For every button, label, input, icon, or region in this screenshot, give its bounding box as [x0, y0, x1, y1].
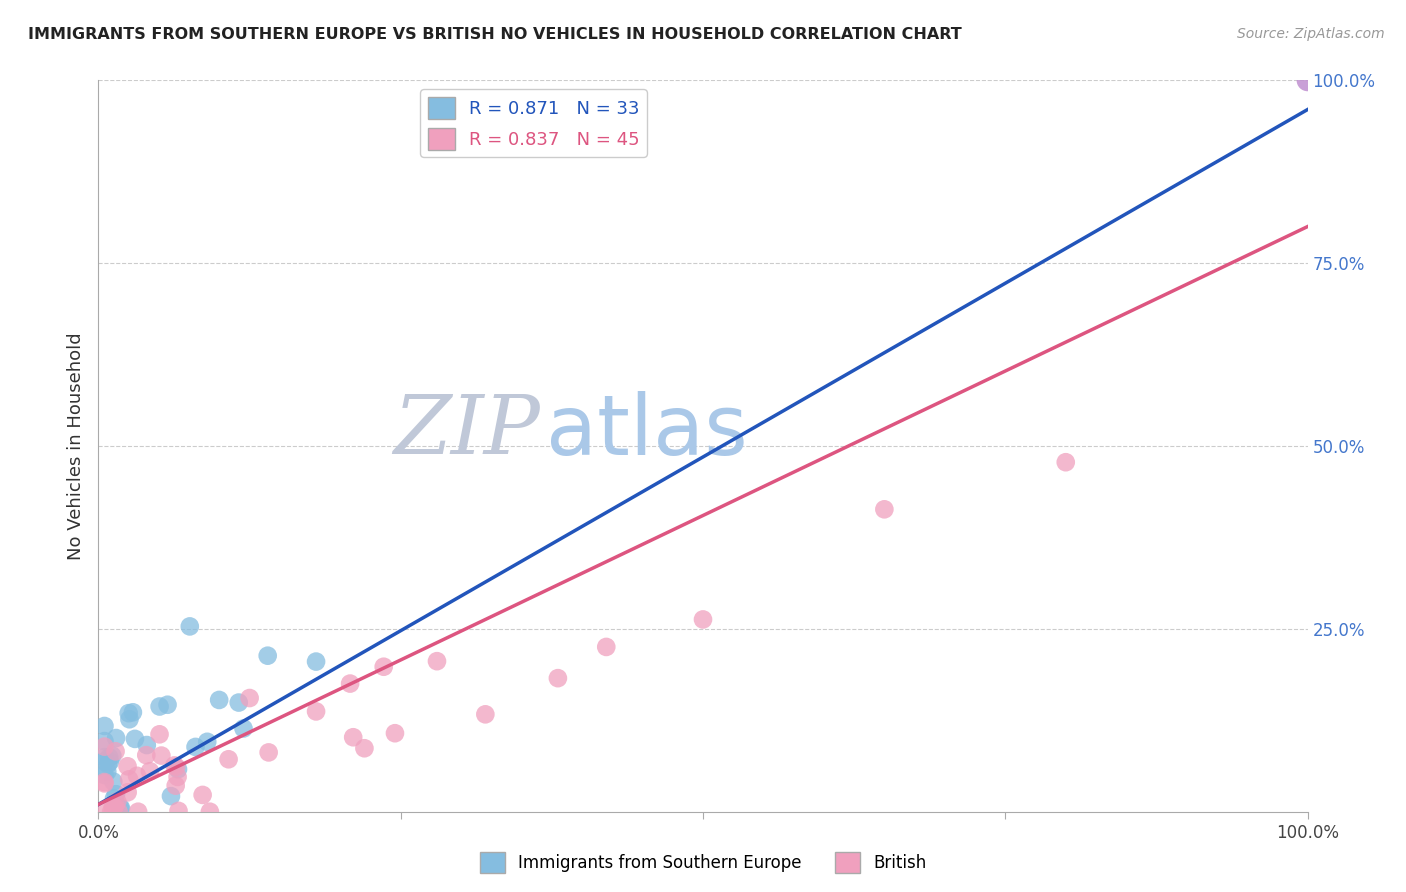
Point: [198, 805, 221, 819]
Point: [104, 798, 127, 813]
Point: [98, 755, 121, 769]
Point: [110, 801, 132, 815]
Point: [105, 731, 128, 745]
Text: atlas: atlas: [546, 391, 748, 472]
Point: [93, 776, 115, 790]
Point: [93, 750, 115, 764]
Point: [100, 805, 122, 819]
Point: [107, 805, 129, 819]
Point: [160, 789, 183, 804]
Point: [108, 801, 131, 815]
Point: [167, 804, 190, 818]
Point: [208, 693, 231, 707]
Point: [239, 691, 262, 706]
Point: [256, 648, 278, 663]
Point: [148, 727, 170, 741]
Point: [165, 779, 187, 793]
Point: [166, 770, 188, 784]
Point: [179, 619, 201, 633]
Point: [474, 707, 496, 722]
Point: [373, 659, 395, 673]
Point: [228, 696, 250, 710]
Point: [127, 805, 149, 819]
Point: [93, 775, 115, 789]
Point: [339, 676, 361, 690]
Point: [93, 768, 115, 782]
Point: [595, 640, 617, 654]
Point: [156, 698, 179, 712]
Point: [101, 805, 124, 819]
Legend: R = 0.871   N = 33, R = 0.837   N = 45: R = 0.871 N = 33, R = 0.837 N = 45: [420, 89, 647, 157]
Legend: Immigrants from Southern Europe, British: Immigrants from Southern Europe, British: [472, 846, 934, 880]
Point: [104, 787, 127, 801]
Point: [384, 726, 406, 740]
Point: [353, 741, 375, 756]
Point: [305, 655, 328, 669]
Point: [149, 699, 172, 714]
Point: [98, 750, 121, 764]
Y-axis label: No Vehicles in Household: No Vehicles in Household: [66, 332, 84, 560]
Point: [103, 774, 125, 789]
Point: [101, 799, 124, 814]
Point: [104, 744, 127, 758]
Point: [167, 762, 190, 776]
Point: [165, 760, 187, 774]
Point: [118, 706, 141, 720]
Point: [122, 706, 145, 720]
Point: [1054, 455, 1077, 469]
Text: IMMIGRANTS FROM SOUTHERN EUROPE VS BRITISH NO VEHICLES IN HOUSEHOLD CORRELATION : IMMIGRANTS FROM SOUTHERN EUROPE VS BRITI…: [28, 27, 962, 42]
Point: [103, 799, 125, 814]
Point: [103, 791, 125, 805]
Point: [117, 759, 139, 773]
Point: [342, 731, 364, 745]
Text: ZIP: ZIP: [392, 392, 540, 471]
Point: [195, 735, 218, 749]
Point: [118, 712, 141, 726]
Point: [232, 722, 254, 736]
Point: [135, 738, 157, 752]
Point: [139, 764, 162, 779]
Point: [124, 731, 146, 746]
Point: [125, 769, 148, 783]
Point: [163, 758, 186, 772]
Text: Source: ZipAtlas.com: Source: ZipAtlas.com: [1237, 27, 1385, 41]
Point: [547, 671, 569, 685]
Point: [93, 734, 115, 748]
Point: [105, 795, 128, 809]
Point: [118, 772, 141, 787]
Point: [1296, 73, 1319, 87]
Point: [257, 746, 280, 760]
Point: [184, 739, 207, 754]
Point: [96, 764, 118, 779]
Point: [150, 748, 173, 763]
Point: [692, 612, 714, 626]
Point: [305, 705, 328, 719]
Point: [135, 748, 157, 763]
Point: [93, 805, 115, 819]
Point: [97, 757, 120, 772]
Point: [93, 739, 115, 754]
Point: [117, 785, 139, 799]
Point: [93, 755, 115, 769]
Point: [873, 502, 896, 516]
Point: [93, 719, 115, 733]
Point: [426, 654, 449, 668]
Point: [191, 788, 214, 802]
Point: [218, 752, 240, 766]
Point: [101, 748, 124, 763]
